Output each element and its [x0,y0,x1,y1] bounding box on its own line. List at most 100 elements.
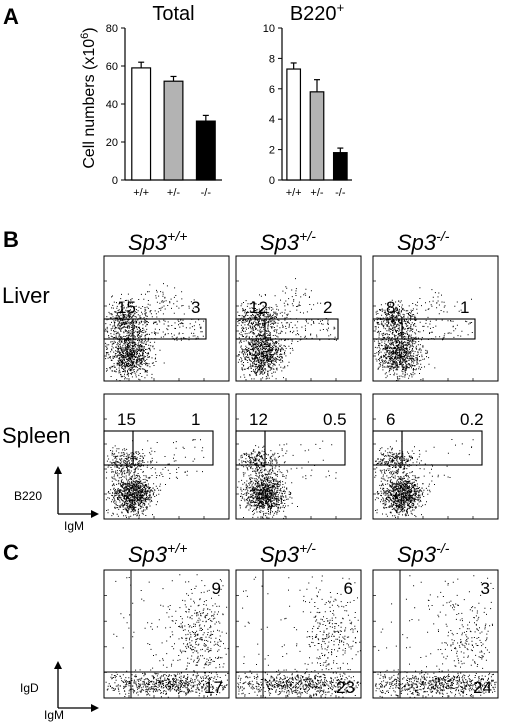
gate-right-value: 0.5 [323,410,347,429]
event-dots [127,283,195,323]
event-dots [375,665,497,698]
x-tick-label: +/+ [286,187,302,199]
gate-left-value: 8 [386,298,395,317]
dot-plot: 6 0.2 [372,393,499,520]
event-dots [105,440,153,481]
bar [163,80,184,181]
panel-c-letter: C [3,540,19,565]
gate-left-value: 12 [249,410,268,429]
y-tick-label: 2 [269,145,275,157]
y-tick-label: 0 [269,175,275,187]
row-label-spleen: Spleen [2,423,71,448]
gate-left-value: 15 [117,410,136,429]
y-tick-label: 40 [106,99,118,111]
gate-right [401,430,483,466]
event-dots [105,463,166,519]
gate-left [372,430,403,466]
dot-plot: 12 0.5 [235,393,362,520]
event-dots [105,293,158,342]
event-dots [437,575,493,696]
column-header-b: Sp3+/+ [128,228,187,255]
gate-right-value: 0.2 [460,410,484,429]
dot-plot: 12 2 [235,255,362,382]
event-dots [105,666,229,698]
gate-left-value: 12 [249,298,268,317]
gate-right [401,318,476,340]
event-dots [374,440,422,481]
bar [286,68,302,181]
upper-quadrant-value: 6 [344,579,353,598]
x-tick-label: -/- [201,187,212,199]
gate-left [103,430,134,466]
event-dots [237,316,299,381]
y-tick-label: 6 [269,84,275,96]
gate-right [264,318,339,340]
event-dots [374,319,436,381]
y-tick-label: 0 [112,175,118,187]
axis-key-c-x: IgM [44,708,64,722]
gate-right-value: 1 [191,410,200,429]
event-dots [276,318,337,341]
gate-right [132,318,207,340]
gate-left-value: 15 [117,298,136,317]
bar-chart-b220: B220+ 0 2 4 6 8 10 +/+ +/- -/- [263,0,352,199]
gate-right-value: 1 [460,298,469,317]
panel-b-letter: B [3,227,19,252]
column-header-b: Sp3+/- [260,228,316,255]
event-dots [237,668,361,698]
x-tick-label: +/- [167,187,180,199]
panel-b: B Sp3+/+ Sp3+/- Sp3-/- Liver Spleen 15 3 12 2… [2,227,499,533]
y-tick-label: 60 [106,61,118,73]
column-header-c: Sp3+/+ [128,540,187,567]
axis-key-b: B220 IgM [14,466,99,533]
dot-plot: 3 24 [372,569,499,699]
event-dots [113,577,224,687]
panel-a-letter: A [3,4,19,29]
upper-quadrant-value: 3 [481,579,490,598]
y-tick-label: 4 [269,114,275,126]
event-dots [144,439,205,479]
upper-quadrant-value: 9 [212,579,221,598]
dot-plot: 15 1 [103,393,230,520]
bar [309,91,325,181]
bar-chart-total: Total 0 20 40 60 80 +/+ +/- -/- [106,3,222,199]
event-dots [413,318,473,341]
axis-key-b-x: IgM [64,519,84,533]
x-tick-label: +/- [310,187,323,199]
x-tick-label: -/- [335,187,346,199]
plot-frame [235,569,362,699]
gate-right-value: 3 [191,298,200,317]
lower-quadrant-value: 23 [336,678,355,697]
axis-key-b-y: B220 [14,489,42,503]
chart-title: Total [152,3,194,25]
column-header-b: Sp3-/- [397,228,450,255]
lower-quadrant-value: 24 [473,678,492,697]
bar [131,67,152,181]
column-header-c: Sp3-/- [397,540,450,567]
event-dots [238,445,283,481]
x-tick-label: +/+ [133,187,149,199]
dot-plot: 6 23 [235,569,362,699]
event-dots [260,278,322,321]
y-tick-label: 8 [269,53,275,65]
y-tick-label: 20 [106,137,118,149]
event-dots [237,466,298,519]
gate-right [132,430,214,466]
plot-frame [372,569,499,699]
event-dots [242,576,357,691]
y-tick-label: 10 [263,23,275,35]
y-tick-label: 80 [106,23,118,35]
event-dots [413,439,474,479]
gate-left-value: 6 [386,410,395,429]
plot-frame [103,569,230,699]
axis-key-c-y: IgD [20,681,39,695]
gate-right-value: 2 [323,298,332,317]
y-axis-label: Cell numbers (x106) [79,27,98,168]
gate-left [235,430,266,466]
bar [195,120,216,181]
dot-plot: 15 3 [103,255,230,382]
event-dots [105,304,165,381]
